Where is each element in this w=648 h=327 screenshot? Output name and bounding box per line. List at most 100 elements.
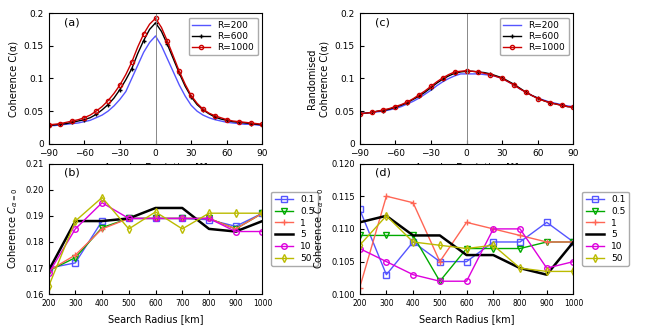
R=1000 [205,111,213,115]
R=1000 [362,111,369,115]
Legend: R=200, R=600, R=1000: R=200, R=600, R=1000 [189,18,258,56]
R=200 [176,83,183,87]
R=600 [92,112,100,116]
0.5 [125,216,133,220]
R=200 [187,103,195,107]
1 [410,201,417,205]
Text: (a): (a) [64,17,79,27]
R=1000 [199,107,207,111]
R=600 [552,102,560,106]
R=200 [498,77,506,80]
R=600 [211,115,219,119]
Line: 10: 10 [46,200,265,276]
10 [382,260,390,264]
R=1000 [415,93,423,97]
R=1000 [75,118,82,122]
R=1000 [247,121,255,125]
R=1000 [510,83,518,87]
R=200 [445,77,453,80]
R=600 [391,105,399,109]
R=1000 [487,73,494,77]
R=600 [410,97,417,101]
R=1000 [546,101,553,105]
R=200 [128,77,135,80]
Text: (c): (c) [375,17,389,27]
R=200 [247,122,255,126]
R=200 [116,97,124,101]
R=200 [540,98,548,102]
R=600 [176,71,183,75]
R=600 [540,99,548,103]
R=200 [259,124,266,128]
R=200 [157,44,165,48]
R=600 [80,118,88,122]
R=600 [157,29,165,33]
R=600 [98,108,106,112]
0.1 [436,260,444,264]
R=1000 [128,60,135,64]
0.1 [125,216,133,220]
10 [489,227,497,231]
5 [98,219,106,223]
R=600 [534,96,542,100]
R=600 [134,52,142,56]
R=1000 [69,119,76,123]
R=600 [187,95,195,99]
R=600 [247,122,255,126]
1 [152,216,159,220]
R=1000 [104,99,112,103]
R=1000 [187,94,195,97]
R=200 [481,73,489,77]
R=1000 [504,80,512,84]
50 [489,243,497,247]
R=600 [386,107,393,111]
R=1000 [457,69,465,73]
50 [382,214,390,218]
R=200 [421,92,429,96]
R=600 [469,69,476,73]
R=600 [104,103,112,107]
1 [125,216,133,220]
R=1000 [439,76,446,80]
R=600 [558,103,566,107]
Line: 5: 5 [49,208,262,271]
50 [570,269,577,273]
50 [436,243,444,247]
R=200 [170,70,178,74]
Y-axis label: Coherence C(α): Coherence C(α) [8,41,18,116]
R=1000 [373,109,381,113]
R=600 [259,123,266,127]
R=200 [469,72,476,76]
R=600 [163,43,171,46]
R=1000 [481,71,489,75]
R=600 [522,90,530,94]
0.5 [205,216,213,220]
R=200 [51,124,58,128]
0.1 [71,261,79,265]
R=200 [492,75,500,78]
R=1000 [92,109,100,113]
R=200 [528,94,536,97]
1 [205,216,213,220]
R=600 [457,70,465,74]
R=600 [421,90,429,94]
R=1000 [463,69,470,73]
1 [71,253,79,257]
R=200 [62,122,70,126]
0.1 [489,240,497,244]
10 [205,216,213,220]
R=200 [397,105,405,109]
R=200 [380,109,388,113]
R=200 [193,109,201,113]
Legend: 0.1, 0.5, 1, 5, 10, 50: 0.1, 0.5, 1, 5, 10, 50 [272,192,318,266]
R=600 [546,101,553,105]
0.5 [71,256,79,260]
X-axis label: Angular Deviation [°]: Angular Deviation [°] [104,163,207,173]
R=200 [223,120,231,124]
R=1000 [528,94,536,97]
R=1000 [397,103,405,107]
R=1000 [181,82,189,86]
R=1000 [56,122,64,126]
R=600 [51,123,58,127]
R=1000 [540,99,548,103]
